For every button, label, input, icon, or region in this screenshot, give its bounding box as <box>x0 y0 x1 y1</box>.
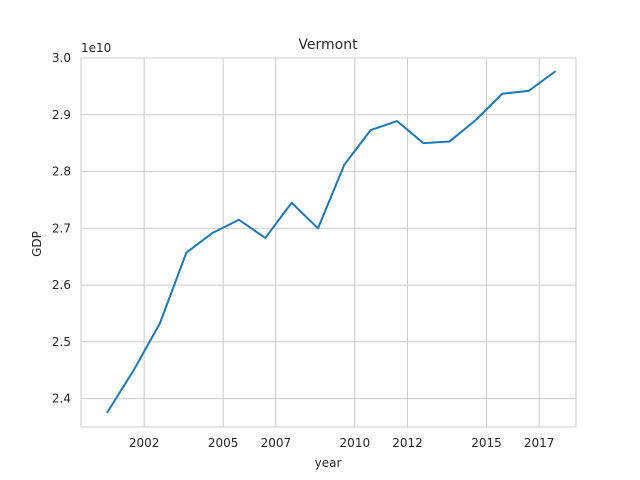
x-tick-label: 2012 <box>392 436 423 450</box>
x-tick-label: 2007 <box>261 436 292 450</box>
x-tick-label: 2017 <box>524 436 555 450</box>
y-tick-label: 2.6 <box>52 278 71 292</box>
y-axis-title: GDP <box>30 231 44 257</box>
x-tick-label: 2002 <box>129 436 160 450</box>
y-tick-labels: 2.4 2.5 2.6 2.7 2.8 2.9 3.0 <box>52 51 71 406</box>
series-layer <box>106 70 556 414</box>
y-tick-label: 2.7 <box>52 221 71 235</box>
y-tick-label: 2.9 <box>52 108 71 122</box>
axes-frame <box>80 57 577 428</box>
x-tick-label: 2005 <box>208 436 239 450</box>
plot-frame <box>80 57 577 428</box>
chart-title: Vermont <box>298 37 358 53</box>
x-tick-label: 2015 <box>471 436 502 450</box>
series-line <box>106 70 556 414</box>
y-tick-label: 2.5 <box>52 335 71 349</box>
grid-lines <box>81 57 576 427</box>
y-tick-label: 2.8 <box>52 165 71 179</box>
y-offset-text: 1e10 <box>81 41 111 55</box>
x-tick-labels: 2002 2005 2007 2010 2012 2015 2017 <box>129 436 554 450</box>
y-tick-label: 3.0 <box>52 51 71 65</box>
y-tick-label: 2.4 <box>52 392 71 406</box>
x-tick-label: 2010 <box>340 436 371 450</box>
x-axis-title: year <box>315 456 342 470</box>
